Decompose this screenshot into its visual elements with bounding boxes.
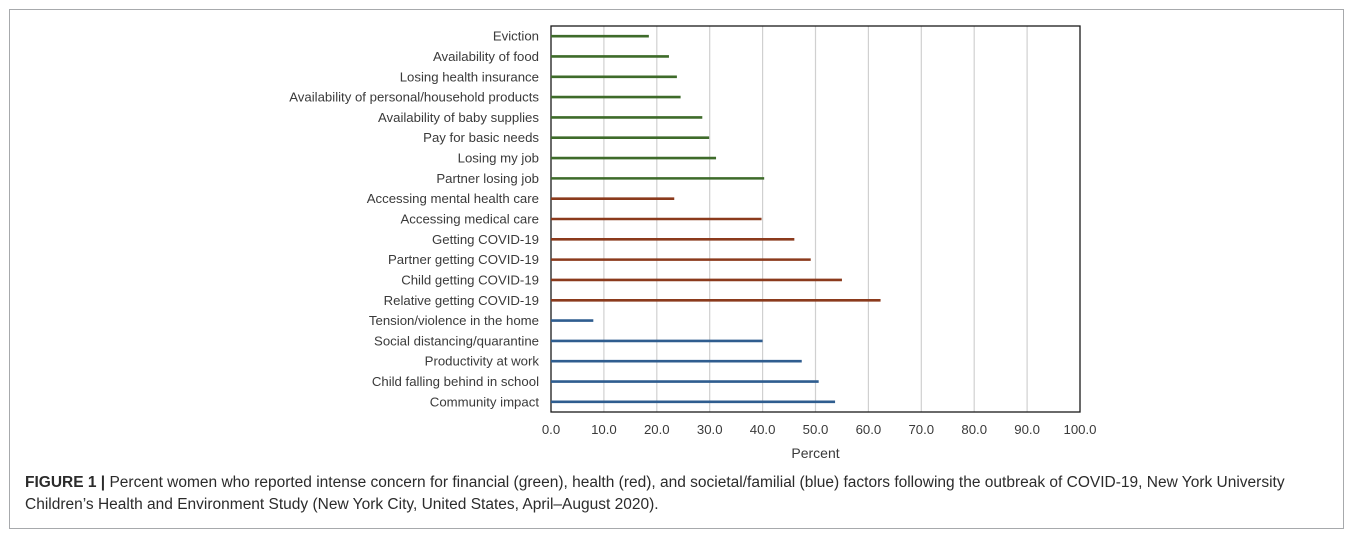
tick-label: 0.0 [542, 422, 560, 437]
figure-label: FIGURE 1 [25, 474, 97, 491]
category-label: Child getting COVID-19 [401, 272, 539, 287]
tick-label: 10.0 [591, 422, 617, 437]
tick-label: 30.0 [697, 422, 723, 437]
category-label: Availability of food [433, 49, 539, 64]
category-label: Productivity at work [425, 354, 540, 369]
category-label: Pay for basic needs [423, 130, 539, 145]
figure-frame: Eviction Availability of food Losing healt… [9, 9, 1344, 529]
figure-caption: FIGURE 1 | Percent women who reported in… [25, 472, 1325, 516]
category-label: Losing my job [458, 151, 539, 166]
category-label: Getting COVID-19 [432, 232, 539, 247]
category-label: Community impact [430, 394, 540, 409]
tick-label: 100.0 [1063, 422, 1096, 437]
bar-chart: Eviction Availability of food Losing healt… [289, 25, 1097, 461]
category-label: Accessing medical care [400, 212, 539, 227]
caption-text: Percent women who reported intense conce… [25, 474, 1285, 513]
tick-label: 80.0 [961, 422, 987, 437]
tick-label: 60.0 [856, 422, 882, 437]
tick-label: 50.0 [803, 422, 829, 437]
category-label: Relative getting COVID-19 [384, 293, 539, 308]
x-axis-label: Percent [791, 445, 839, 461]
category-label: Availability of personal/household produ… [289, 90, 539, 105]
tick-label: 40.0 [750, 422, 776, 437]
category-label: Tension/violence in the home [369, 313, 539, 328]
category-label: Child falling behind in school [372, 374, 539, 389]
category-label: Availability of baby supplies [378, 110, 539, 125]
tick-label: 70.0 [908, 422, 934, 437]
tick-label: 90.0 [1014, 422, 1040, 437]
category-label: Accessing mental health care [367, 191, 539, 206]
caption-separator: | [100, 474, 106, 491]
category-label: Eviction [493, 29, 539, 44]
category-label: Social distancing/quarantine [374, 333, 539, 348]
category-label: Partner losing job [436, 171, 539, 186]
category-label: Partner getting COVID-19 [388, 252, 539, 267]
category-label: Losing health insurance [400, 69, 539, 84]
tick-label: 20.0 [644, 422, 670, 437]
